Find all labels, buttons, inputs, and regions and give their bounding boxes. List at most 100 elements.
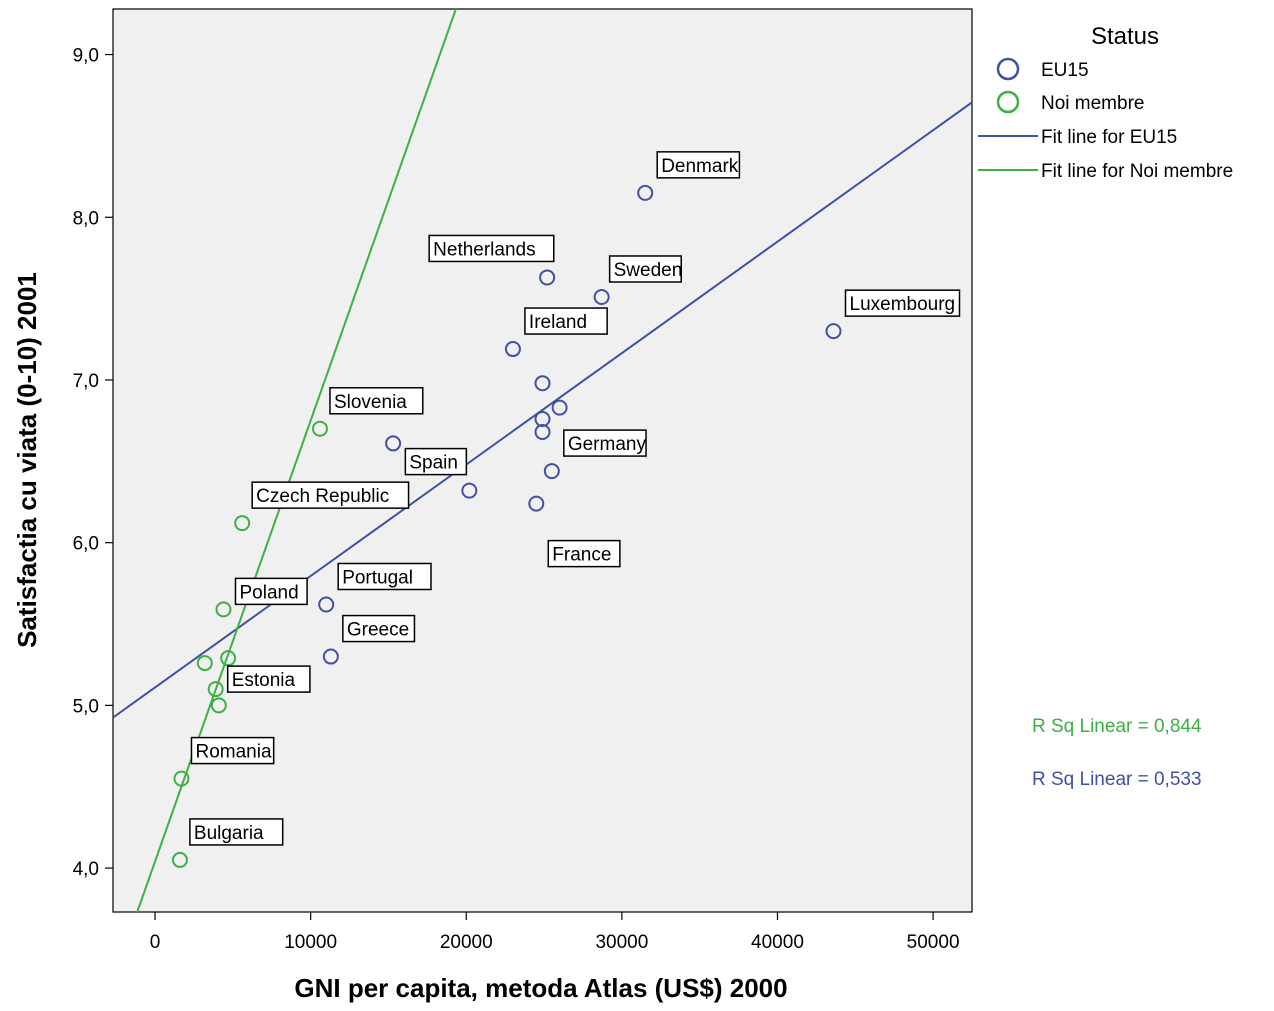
point-label-germany: Germany <box>563 429 647 457</box>
rsq-noi-text: R Sq Linear = 0,844 <box>1032 716 1202 737</box>
eu15-point <box>637 184 654 201</box>
noi-membre-point <box>207 681 224 698</box>
y-axis-title: Satisfactia cu viata (0-10) 2001 <box>12 272 42 648</box>
point-label-bulgaria: Bulgaria <box>189 818 284 846</box>
y-tick-label: 5,0 <box>73 696 99 717</box>
point-label-poland: Poland <box>234 577 308 606</box>
legend-fit-eu15-label: Fit line for EU15 <box>1041 127 1177 148</box>
eu15-point <box>551 399 568 416</box>
noi-membre-point <box>234 515 251 532</box>
eu15-point <box>534 424 551 441</box>
y-tick-label: 4,0 <box>73 859 99 880</box>
y-tick-label: 7,0 <box>73 371 99 392</box>
point-label-box <box>547 539 621 568</box>
noi-membre-point <box>215 601 232 618</box>
fit-line-eu15 <box>113 101 972 719</box>
x-tick-label: 50000 <box>907 932 960 953</box>
legend-title: Status <box>1091 23 1159 50</box>
point-label-luxembourg: Luxembourg <box>844 289 961 317</box>
point-label-sweden: Sweden <box>608 255 683 283</box>
rsq-eu15-text: R Sq Linear = 0,533 <box>1032 769 1202 790</box>
eu15-point <box>825 323 842 340</box>
plot-background <box>112 8 973 913</box>
point-label-box <box>844 289 961 317</box>
legend-noi-marker <box>996 90 1020 114</box>
eu15-point <box>318 596 335 613</box>
point-label-box <box>329 387 424 415</box>
point-label-box <box>189 818 284 846</box>
x-tick-label: 40000 <box>751 932 804 953</box>
point-labels: Denmark Netherlands Sweden Luxembourg Irelan… <box>189 151 961 846</box>
x-tick-label: 0 <box>150 932 161 953</box>
eu15-point <box>504 341 521 358</box>
noi-membre-point <box>210 697 227 714</box>
x-tick-label: 30000 <box>595 932 648 953</box>
point-label-text: Germany <box>568 434 647 455</box>
y-tick-label: 8,0 <box>73 208 99 229</box>
legend: Status EU15 Noi membre Fit line for EU15… <box>978 23 1233 182</box>
axes: 0 10000 20000 30000 40000 50000 4,0 5,0 6,0 7,0 8,… <box>73 46 960 953</box>
fit-line-noi-membre <box>136 9 457 912</box>
point-label-netherlands: Netherlands <box>428 234 555 263</box>
eu15-point <box>534 375 551 392</box>
point-label-text: Greece <box>347 620 409 641</box>
point-label-text: Estonia <box>232 670 296 691</box>
x-tick-label: 10000 <box>284 932 337 953</box>
point-label-box <box>226 665 311 693</box>
point-label-box <box>656 151 741 179</box>
point-label-france: France <box>547 539 621 568</box>
point-label-text: Czech Republic <box>256 486 389 507</box>
point-label-romania: Romania <box>190 736 275 765</box>
noi-membre-point <box>173 770 190 787</box>
point-label-box <box>608 255 682 283</box>
point-label-denmark: Denmark <box>656 151 741 179</box>
eu15-point <box>385 435 402 452</box>
point-label-text: Ireland <box>529 312 587 333</box>
point-label-text: Poland <box>239 582 298 603</box>
eu15-point <box>322 648 339 665</box>
point-label-text: Denmark <box>661 156 739 177</box>
y-tick-label: 9,0 <box>73 46 99 67</box>
point-label-box <box>524 307 608 335</box>
x-tick-label: 20000 <box>440 932 493 953</box>
point-label-text: Romania <box>195 742 271 763</box>
point-label-spain: Spain <box>404 447 468 476</box>
eu15-point <box>543 463 560 480</box>
point-label-box <box>404 447 468 476</box>
y-tick-label: 6,0 <box>73 534 99 555</box>
point-label-box <box>234 577 308 606</box>
noi-membre-point <box>311 420 328 437</box>
point-label-ireland: Ireland <box>524 307 608 335</box>
eu15-point <box>461 482 478 499</box>
x-axis-title: GNI per capita, metoda Atlas (US$) 2000 <box>294 973 787 1003</box>
legend-eu15-marker <box>996 57 1020 81</box>
eu15-point <box>539 269 556 286</box>
point-label-box <box>428 234 555 263</box>
point-label-czech-republic: Czech Republic <box>251 481 410 509</box>
point-label-box <box>342 614 416 643</box>
point-label-portugal: Portugal <box>337 562 432 591</box>
point-label-text: Netherlands <box>433 239 535 260</box>
point-label-text: Luxembourg <box>850 294 956 315</box>
point-label-greece: Greece <box>342 614 416 643</box>
point-label-box <box>563 429 647 457</box>
point-label-text: France <box>552 545 611 566</box>
noi-membre-point <box>196 655 213 672</box>
point-label-text: Bulgaria <box>194 823 264 844</box>
point-label-slovenia: Slovenia <box>329 387 424 415</box>
point-label-text: Portugal <box>342 567 413 588</box>
legend-eu15-label: EU15 <box>1041 60 1089 81</box>
noi-membre-point <box>171 851 188 868</box>
point-label-text: Sweden <box>614 260 683 281</box>
eu15-point <box>593 288 610 305</box>
point-label-text: Slovenia <box>334 392 407 413</box>
point-label-box <box>337 562 432 591</box>
legend-noi-label: Noi membre <box>1041 93 1144 114</box>
eu15-point <box>528 495 545 512</box>
noi-membre-point <box>220 650 237 667</box>
point-label-text: Spain <box>409 453 458 474</box>
point-label-estonia: Estonia <box>226 665 311 693</box>
point-label-box <box>251 481 410 509</box>
point-label-box <box>190 736 275 765</box>
